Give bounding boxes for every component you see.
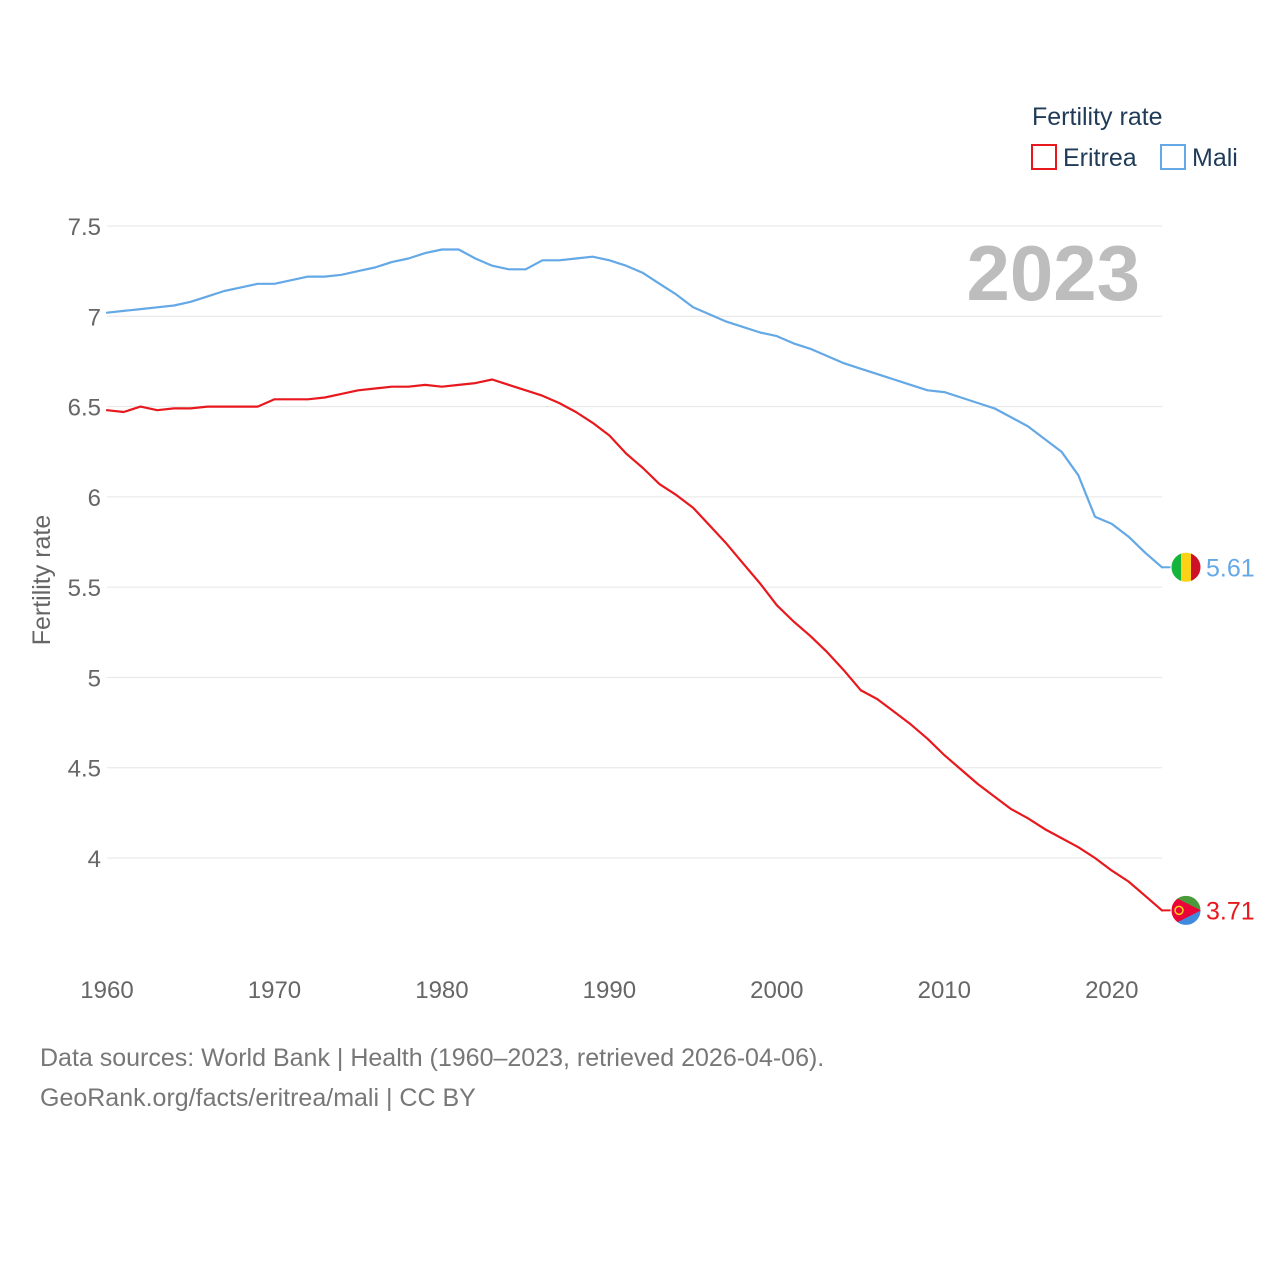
legend-swatch-eritrea[interactable] [1031, 144, 1057, 170]
end-value-label: 3.71 [1206, 897, 1255, 925]
y-tick-label: 5.5 [68, 575, 101, 602]
x-axis: 1960 1970 1980 1990 2000 2010 2020 [80, 977, 1138, 1004]
x-tick-label: 2020 [1085, 977, 1138, 1004]
x-tick-label: 1960 [80, 977, 133, 1004]
y-tick-label: 4.5 [68, 756, 101, 783]
legend-label-eritrea[interactable]: Eritrea [1063, 144, 1137, 172]
x-tick-label: 1970 [248, 977, 301, 1004]
footer-sources: Data sources: World Bank | Health (1960–… [40, 1044, 825, 1072]
y-tick-label: 6 [88, 485, 101, 512]
y-tick-label: 7 [88, 304, 101, 331]
mali-flag-icon [1171, 552, 1201, 583]
legend-label-mali[interactable]: Mali [1192, 144, 1238, 172]
footer-link[interactable]: GeoRank.org/facts/eritrea/mali | CC BY [40, 1084, 476, 1112]
y-tick-label: 7.5 [68, 214, 101, 241]
x-tick-label: 1980 [415, 977, 468, 1004]
legend-swatch-mali[interactable] [1160, 144, 1186, 170]
x-tick-label: 1990 [583, 977, 636, 1004]
y-axis-title: Fertility rate [28, 515, 56, 646]
gridlines [107, 225, 1162, 859]
y-tick-label: 6.5 [68, 395, 101, 422]
x-tick-label: 2000 [750, 977, 803, 1004]
series-line-mali [105, 248, 1164, 569]
y-tick-label: 4 [88, 846, 101, 873]
series-line-eritrea [105, 378, 1164, 912]
end-value-label: 5.61 [1206, 554, 1255, 582]
y-axis: 4 4.5 5 5.5 6 6.5 7 7.5 [68, 214, 101, 873]
year-label: 2023 [966, 229, 1140, 317]
legend: Fertility rate Eritrea Mali [1031, 103, 1238, 172]
series-group [105, 248, 1164, 912]
eritrea-flag-icon [1171, 895, 1201, 926]
y-tick-label: 5 [88, 665, 101, 692]
x-tick-label: 2010 [918, 977, 971, 1004]
legend-title: Fertility rate [1032, 103, 1163, 131]
end-markers: 3.71 5.61 [1162, 551, 1255, 926]
